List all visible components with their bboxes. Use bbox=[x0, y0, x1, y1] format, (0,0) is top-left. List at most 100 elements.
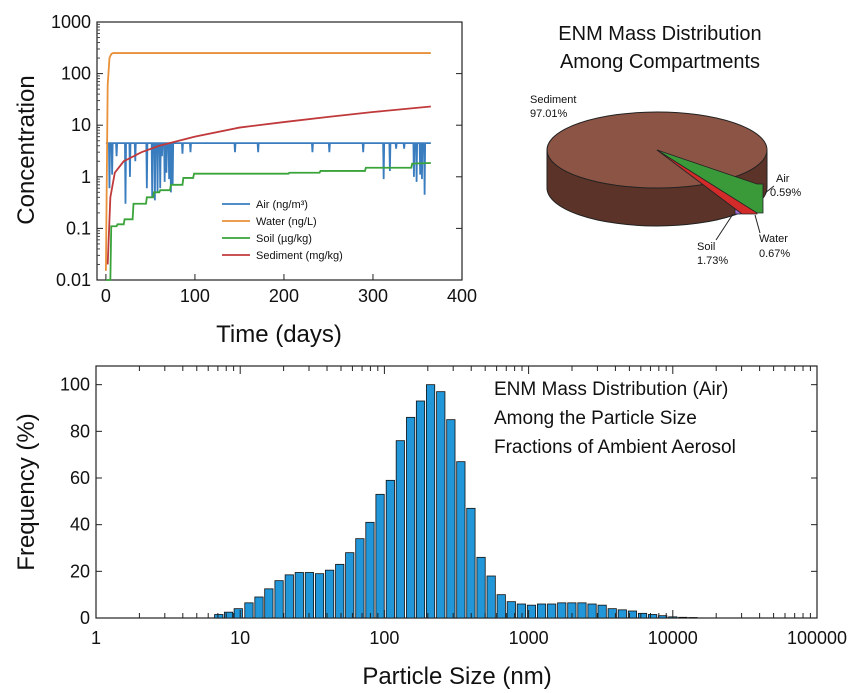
bar bbox=[325, 569, 335, 619]
pie-title-line-1: ENM Mass Distribution bbox=[558, 23, 761, 45]
bar bbox=[607, 608, 617, 619]
line-chart-ticks: 0.01 0.1 1 10 100 1000 0 100 200 300 400 bbox=[51, 12, 477, 306]
pie-body: Sediment 97.01% Air 0.59% Water 0.67% Soil 1.73… bbox=[530, 94, 801, 267]
y-tick-label: 40 bbox=[70, 515, 90, 535]
bar bbox=[365, 521, 375, 619]
x-tick-label: 100 bbox=[180, 286, 210, 306]
pie-label-sediment: Sediment bbox=[530, 94, 576, 106]
x-tick-label: 100000 bbox=[787, 628, 847, 648]
bar bbox=[244, 602, 254, 619]
bar bbox=[506, 601, 516, 619]
bar bbox=[314, 573, 325, 619]
bar-chart-x-axis-label: Particle Size (nm) bbox=[362, 663, 551, 690]
x-tick-label: 1 bbox=[91, 628, 101, 648]
bar bbox=[214, 614, 224, 619]
bar bbox=[274, 580, 284, 619]
bar bbox=[264, 588, 274, 619]
series-line-soil bbox=[105, 162, 431, 281]
bar bbox=[456, 461, 466, 619]
bar bbox=[678, 616, 688, 619]
x-tick-label: 300 bbox=[358, 286, 388, 306]
y-tick-label: 1 bbox=[81, 167, 91, 187]
bar bbox=[476, 556, 486, 619]
bar bbox=[345, 552, 355, 619]
pie-value-sediment: 97.01% bbox=[530, 108, 568, 120]
bar bbox=[436, 391, 446, 619]
bar bbox=[254, 596, 264, 619]
line-chart-x-axis-label: Time (days) bbox=[216, 321, 342, 348]
x-tick-label: 10 bbox=[230, 628, 250, 648]
bar bbox=[486, 575, 496, 619]
bar bbox=[587, 603, 597, 619]
bar bbox=[385, 479, 395, 619]
bar bbox=[335, 563, 345, 619]
series-line-water bbox=[105, 52, 431, 271]
pie-leader-air bbox=[764, 185, 775, 194]
series-line-sediment bbox=[106, 105, 431, 265]
y-tick-label: 60 bbox=[70, 468, 90, 488]
pie-slice-air bbox=[656, 149, 764, 214]
y-tick-label: 1000 bbox=[51, 12, 91, 32]
x-tick-label: 200 bbox=[269, 286, 299, 306]
line-chart-frame bbox=[96, 21, 463, 281]
bar bbox=[557, 602, 567, 619]
bar bbox=[233, 608, 243, 619]
bar bbox=[577, 602, 587, 619]
bar bbox=[496, 594, 506, 619]
bar bbox=[294, 572, 304, 619]
bar bbox=[375, 493, 385, 619]
y-tick-label: 10 bbox=[71, 115, 91, 135]
pie-leader-soil bbox=[715, 213, 734, 241]
y-tick-label: 0.1 bbox=[66, 218, 91, 238]
x-tick-label: 0 bbox=[101, 286, 111, 306]
x-tick-label: 1000 bbox=[509, 628, 549, 648]
line-chart-y-axis-label: Concentration bbox=[13, 75, 40, 224]
line-chart-legend: Air (ng/m³) Water (ng/L) Soil (µg/kg) Sedim… bbox=[222, 199, 343, 262]
legend-label: Water (ng/L) bbox=[256, 216, 317, 228]
bar-title-line-1: ENM Mass Distribution (Air) bbox=[494, 379, 728, 400]
x-tick-label: 400 bbox=[447, 286, 477, 306]
compartment-pie-chart: ENM Mass Distribution Among Compartments… bbox=[530, 23, 801, 267]
y-tick-label: 100 bbox=[60, 375, 90, 395]
pie-title-line-2: Among Compartments bbox=[560, 51, 760, 73]
y-tick-label: 0 bbox=[80, 608, 90, 628]
bar bbox=[304, 572, 314, 619]
bar bbox=[446, 419, 456, 619]
bar-chart-y-axis-label: Frequency (%) bbox=[13, 413, 40, 570]
pie-leader-water bbox=[754, 214, 761, 234]
legend-label: Air (ng/m³) bbox=[256, 199, 308, 211]
particle-size-bar-chart: 0 20 40 60 80 100 1 10 100 1000 10000 100000 ENM Ma… bbox=[13, 365, 847, 690]
bar-title-line-2: Among the Particle Size bbox=[494, 408, 697, 429]
bar bbox=[658, 615, 668, 619]
x-tick-label: 10000 bbox=[648, 628, 698, 648]
pie-value-soil: 1.73% bbox=[697, 255, 728, 267]
bar bbox=[617, 609, 627, 619]
pie-label-water: Water bbox=[759, 233, 788, 245]
bar bbox=[466, 507, 476, 619]
line-chart-series bbox=[105, 52, 431, 281]
y-tick-label: 80 bbox=[70, 421, 90, 441]
bar bbox=[284, 574, 294, 619]
bar bbox=[526, 604, 537, 619]
y-tick-label: 0.01 bbox=[56, 270, 91, 290]
concentration-line-chart: 0.01 0.1 1 10 100 1000 0 100 200 300 400 Air (ng/m… bbox=[13, 12, 477, 348]
pie-value-air: 0.59% bbox=[770, 187, 801, 199]
legend-label: Sediment (mg/kg) bbox=[256, 250, 343, 262]
bar bbox=[415, 400, 426, 619]
bar bbox=[547, 603, 557, 619]
x-tick-label: 100 bbox=[369, 628, 399, 648]
bar bbox=[536, 603, 547, 619]
bar bbox=[223, 611, 234, 619]
bar bbox=[406, 416, 416, 619]
y-tick-label: 100 bbox=[61, 64, 91, 84]
bar bbox=[395, 440, 405, 619]
bar-chart-ticks: 0 20 40 60 80 100 1 10 100 1000 10000 100000 bbox=[60, 366, 847, 648]
bar-chart-bars bbox=[214, 384, 698, 619]
y-tick-label: 20 bbox=[70, 561, 90, 581]
pie-value-water: 0.67% bbox=[759, 248, 790, 260]
pie-label-soil: Soil bbox=[697, 241, 715, 253]
bar-title-line-3: Fractions of Ambient Aerosol bbox=[494, 437, 736, 458]
bar bbox=[597, 604, 607, 619]
bar bbox=[648, 614, 658, 619]
